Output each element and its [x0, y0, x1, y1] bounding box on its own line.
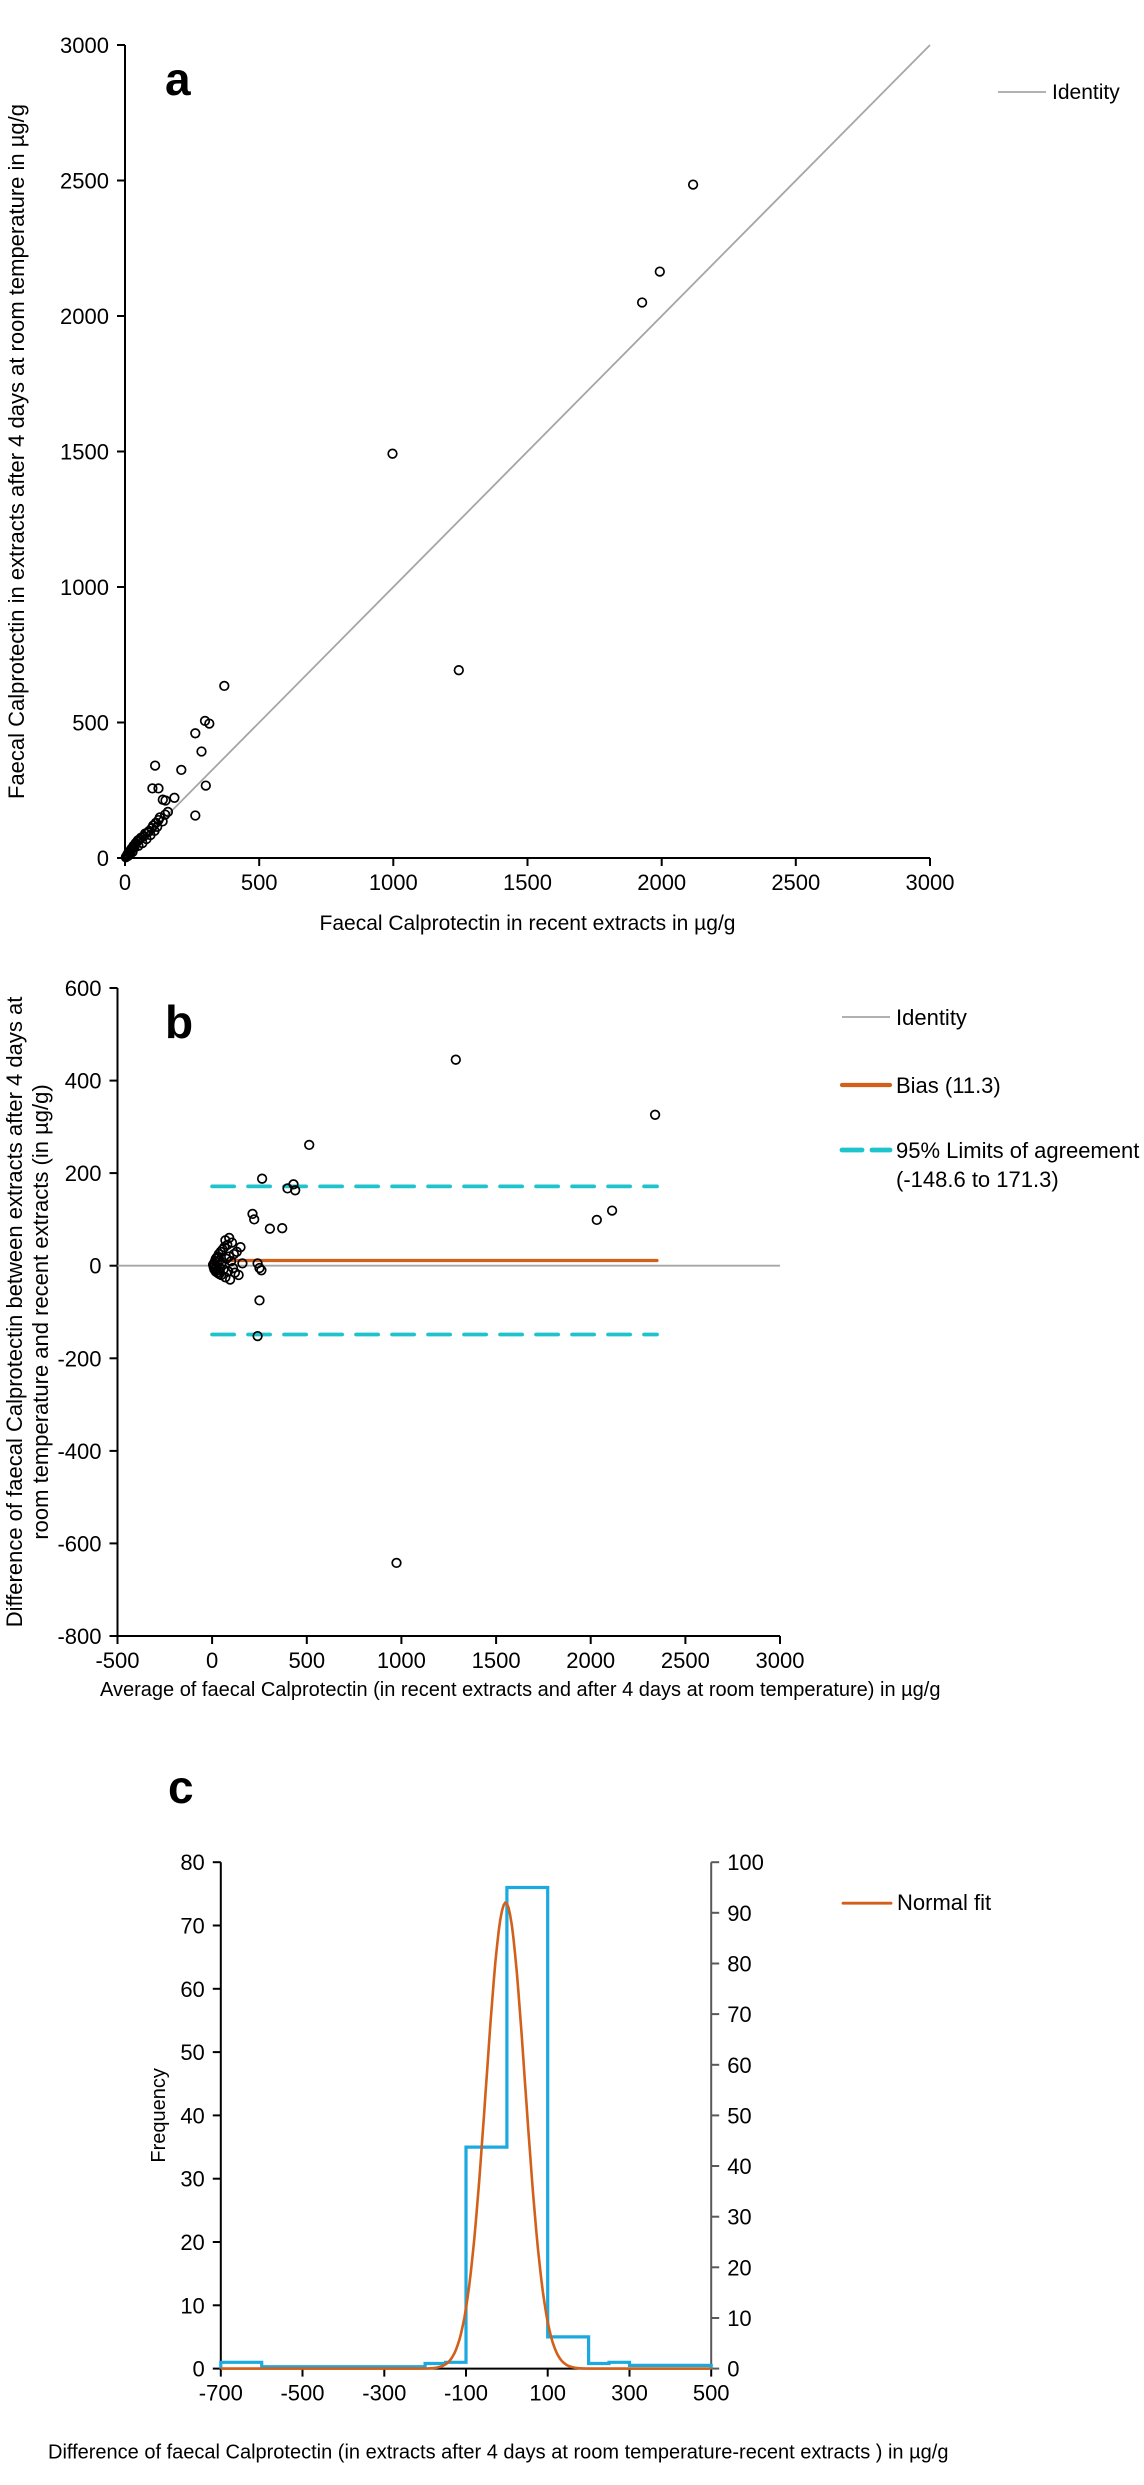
svg-text:2500: 2500	[771, 870, 820, 895]
svg-text:2000: 2000	[60, 304, 109, 329]
svg-text:Identity: Identity	[1052, 81, 1120, 104]
svg-text:100: 100	[727, 1850, 764, 1875]
svg-text:0: 0	[119, 870, 131, 895]
svg-text:-300: -300	[362, 2381, 406, 2406]
svg-text:(-148.6 to 171.3): (-148.6 to 171.3)	[896, 1167, 1059, 1192]
svg-text:Identity: Identity	[896, 1005, 967, 1030]
svg-text:500: 500	[288, 1648, 325, 1673]
svg-text:3000: 3000	[756, 1648, 805, 1673]
svg-text:0: 0	[97, 846, 109, 871]
svg-text:30: 30	[727, 2205, 751, 2230]
svg-text:Bias (11.3): Bias (11.3)	[896, 1073, 1001, 1098]
svg-text:20: 20	[727, 2255, 751, 2280]
svg-text:400: 400	[65, 1069, 102, 1094]
svg-text:Faecal Calprotectin in extract: Faecal Calprotectin in extracts after 4 …	[4, 104, 29, 799]
svg-text:2000: 2000	[566, 1648, 615, 1673]
svg-text:-700: -700	[199, 2381, 243, 2406]
svg-text:2500: 2500	[60, 169, 109, 194]
svg-text:room temperature and recent ex: room temperature and recent extracts (in…	[28, 1084, 53, 1539]
svg-text:200: 200	[65, 1161, 102, 1186]
svg-text:10: 10	[727, 2306, 751, 2331]
svg-text:500: 500	[72, 711, 109, 736]
svg-text:0: 0	[727, 2357, 739, 2382]
svg-text:Frequency: Frequency	[148, 2068, 170, 2163]
svg-text:20: 20	[180, 2230, 204, 2255]
svg-text:90: 90	[727, 1901, 751, 1926]
svg-text:Difference of faecal Calprotec: Difference of faecal Calprotectin (in ex…	[48, 2442, 948, 2464]
svg-text:10: 10	[180, 2293, 204, 2318]
svg-text:Difference of faecal Calprotec: Difference of faecal Calprotectin betwee…	[2, 997, 27, 1628]
svg-text:1500: 1500	[60, 440, 109, 465]
svg-text:500: 500	[241, 870, 278, 895]
svg-text:3000: 3000	[60, 33, 109, 58]
svg-text:Average of faecal Calprotectin: Average of faecal Calprotectin (in recen…	[100, 1679, 940, 1701]
svg-text:2000: 2000	[637, 870, 686, 895]
svg-text:b: b	[165, 996, 193, 1048]
svg-text:0: 0	[193, 2357, 205, 2382]
svg-text:-400: -400	[57, 1439, 101, 1464]
svg-text:Faecal Calprotectin in recent: Faecal Calprotectin in recent extracts i…	[320, 912, 736, 935]
svg-text:40: 40	[727, 2154, 751, 2179]
svg-text:-200: -200	[57, 1346, 101, 1371]
svg-text:-800: -800	[57, 1624, 101, 1649]
svg-text:50: 50	[727, 2103, 751, 2128]
svg-text:500: 500	[693, 2381, 730, 2406]
svg-text:1000: 1000	[60, 575, 109, 600]
svg-text:0: 0	[89, 1254, 101, 1279]
svg-text:95% Limits of agreement: 95% Limits of agreement	[896, 1138, 1139, 1163]
svg-text:1500: 1500	[472, 1648, 521, 1673]
svg-text:3000: 3000	[906, 870, 955, 895]
svg-text:-500: -500	[280, 2381, 324, 2406]
svg-text:Normal fit: Normal fit	[897, 1890, 991, 1915]
svg-text:70: 70	[180, 1914, 204, 1939]
svg-text:60: 60	[727, 2053, 751, 2078]
svg-text:-600: -600	[57, 1531, 101, 1556]
svg-text:30: 30	[180, 2167, 204, 2192]
svg-text:c: c	[168, 1761, 194, 1813]
svg-text:40: 40	[180, 2103, 204, 2128]
svg-text:1000: 1000	[377, 1648, 426, 1673]
svg-text:2500: 2500	[661, 1648, 710, 1673]
svg-text:a: a	[165, 53, 191, 105]
svg-text:-100: -100	[444, 2381, 488, 2406]
svg-text:1500: 1500	[503, 870, 552, 895]
svg-text:100: 100	[529, 2381, 566, 2406]
svg-text:50: 50	[180, 2040, 204, 2065]
svg-text:600: 600	[65, 976, 102, 1001]
svg-text:0: 0	[206, 1648, 218, 1673]
svg-text:-500: -500	[95, 1648, 139, 1673]
svg-text:70: 70	[727, 2002, 751, 2027]
svg-text:80: 80	[180, 1850, 204, 1875]
svg-text:1000: 1000	[369, 870, 418, 895]
svg-text:300: 300	[611, 2381, 648, 2406]
svg-text:60: 60	[180, 1977, 204, 2002]
svg-text:80: 80	[727, 1952, 751, 1977]
